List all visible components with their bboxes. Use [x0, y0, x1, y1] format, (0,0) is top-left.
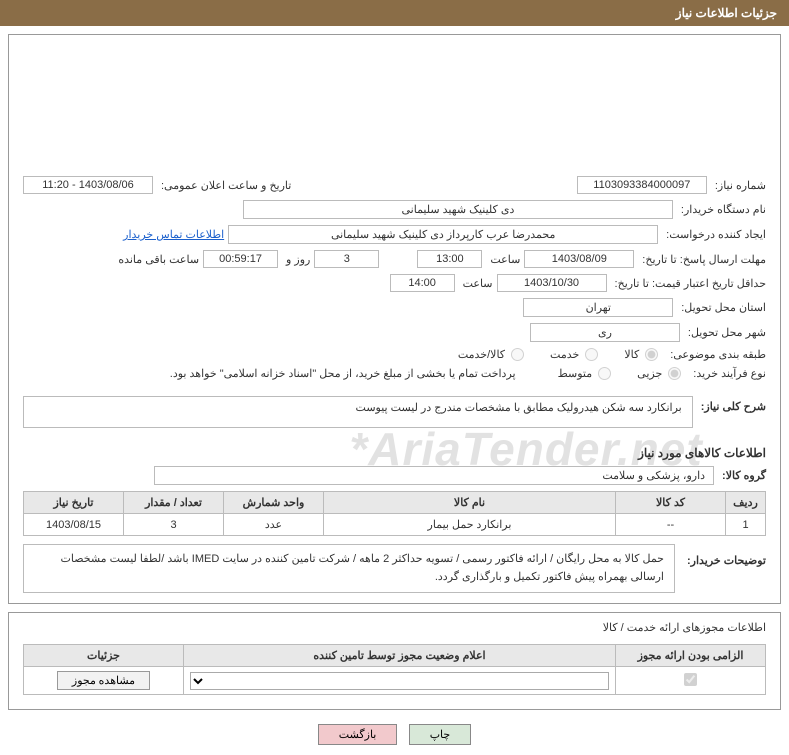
summary-text: برانکارد سه شکن هیدرولیک مطابق با مشخصات…	[23, 396, 693, 428]
radio-small-label: جزیی	[637, 367, 662, 380]
time-remaining-label: ساعت باقی مانده	[118, 253, 199, 266]
th-code: کد کالا	[616, 492, 726, 514]
process-note: پرداخت تمام یا بخشی از مبلغ خرید، از محل…	[170, 367, 516, 380]
city-value: ری	[530, 323, 680, 342]
goods-group-value: دارو، پزشکی و سلامت	[154, 466, 714, 485]
deadline-time: 13:00	[417, 250, 482, 268]
status-select[interactable]	[190, 672, 609, 690]
requester-value: محمدرضا عرب کارپرداز دی کلینیک شهید سلیم…	[228, 225, 658, 244]
license-panel: اطلاعات مجوزهای ارائه خدمت / کالا الزامی…	[8, 612, 781, 710]
requester-label: ایجاد کننده درخواست:	[666, 228, 766, 241]
main-panel: AriaTender.net* شماره نیاز: 110309338400…	[8, 34, 781, 604]
radio-medium-label: متوسط	[558, 367, 593, 380]
action-row: چاپ بازگشت	[0, 718, 789, 755]
required-checkbox	[684, 673, 697, 686]
city-label: شهر محل تحویل:	[688, 326, 766, 339]
province-label: استان محل تحویل:	[681, 301, 766, 314]
radio-medium	[598, 367, 611, 380]
goods-table: ردیف کد کالا نام کالا واحد شمارش تعداد /…	[23, 491, 766, 536]
days-remaining: 3	[314, 250, 379, 268]
license-title: اطلاعات مجوزهای ارائه خدمت / کالا	[23, 619, 766, 644]
time-remaining: 00:59:17	[203, 250, 278, 268]
th-unit: واحد شمارش	[224, 492, 324, 514]
th-required: الزامی بودن ارائه مجوز	[616, 645, 766, 667]
view-license-button[interactable]: مشاهده مجوز	[57, 671, 150, 690]
license-table: الزامی بودن ارائه مجوز اعلام وضعیت مجوز …	[23, 644, 766, 695]
th-date: تاریخ نیاز	[24, 492, 124, 514]
radio-both-label: کالا/خدمت	[458, 348, 505, 361]
cell-code: --	[616, 514, 726, 536]
validity-date: 1403/10/30	[497, 274, 607, 292]
radio-service	[585, 348, 598, 361]
radio-goods-label: کالا	[624, 348, 639, 361]
th-qty: تعداد / مقدار	[124, 492, 224, 514]
th-status: اعلام وضعیت مجوز توسط تامین کننده	[184, 645, 616, 667]
contact-link[interactable]: اطلاعات تماس خریدار	[123, 228, 224, 241]
print-button[interactable]: چاپ	[409, 724, 472, 745]
back-button[interactable]: بازگشت	[318, 724, 398, 745]
cell-name: برانکارد حمل بیمار	[324, 514, 616, 536]
th-row: ردیف	[726, 492, 766, 514]
publish-label: تاریخ و ساعت اعلان عمومی:	[161, 179, 291, 192]
goods-group-label: گروه کالا:	[722, 469, 766, 482]
cell-unit: عدد	[224, 514, 324, 536]
buyer-note-text: حمل کالا به محل رایگان / ارائه فاکتور رس…	[23, 544, 675, 593]
time-label-1: ساعت	[490, 253, 520, 266]
th-name: نام کالا	[324, 492, 616, 514]
cell-n: 1	[726, 514, 766, 536]
radio-goods	[645, 348, 658, 361]
goods-section-title: اطلاعات کالاهای مورد نیاز	[23, 446, 766, 460]
category-label: طبقه بندی موضوعی:	[670, 348, 766, 361]
summary-label: شرح کلی نیاز:	[701, 396, 766, 413]
radio-small	[668, 367, 681, 380]
deadline-date: 1403/08/09	[524, 250, 634, 268]
publish-value: 1403/08/06 - 11:20	[23, 176, 153, 194]
province-value: تهران	[523, 298, 673, 317]
time-label-2: ساعت	[463, 277, 493, 290]
days-and-label: روز و	[286, 253, 310, 266]
th-details: جزئیات	[24, 645, 184, 667]
radio-service-label: خدمت	[550, 348, 579, 361]
request-no-value: 1103093384000097	[577, 176, 707, 194]
validity-label: حداقل تاریخ اعتبار قیمت: تا تاریخ:	[615, 277, 766, 290]
radio-both	[511, 348, 524, 361]
buyer-org-value: دی کلینیک شهید سلیمانی	[243, 200, 673, 219]
cell-qty: 3	[124, 514, 224, 536]
request-no-label: شماره نیاز:	[715, 179, 766, 192]
process-label: نوع فرآیند خرید:	[693, 367, 766, 380]
buyer-note-label: توضیحات خریدار:	[687, 544, 766, 567]
panel-header: جزئیات اطلاعات نیاز	[0, 0, 789, 26]
deadline-label: مهلت ارسال پاسخ: تا تاریخ:	[642, 253, 766, 266]
table-row: 1 -- برانکارد حمل بیمار عدد 3 1403/08/15	[24, 514, 766, 536]
cell-date: 1403/08/15	[24, 514, 124, 536]
license-row: مشاهده مجوز	[24, 667, 766, 695]
buyer-org-label: نام دستگاه خریدار:	[681, 203, 766, 216]
validity-time: 14:00	[390, 274, 455, 292]
